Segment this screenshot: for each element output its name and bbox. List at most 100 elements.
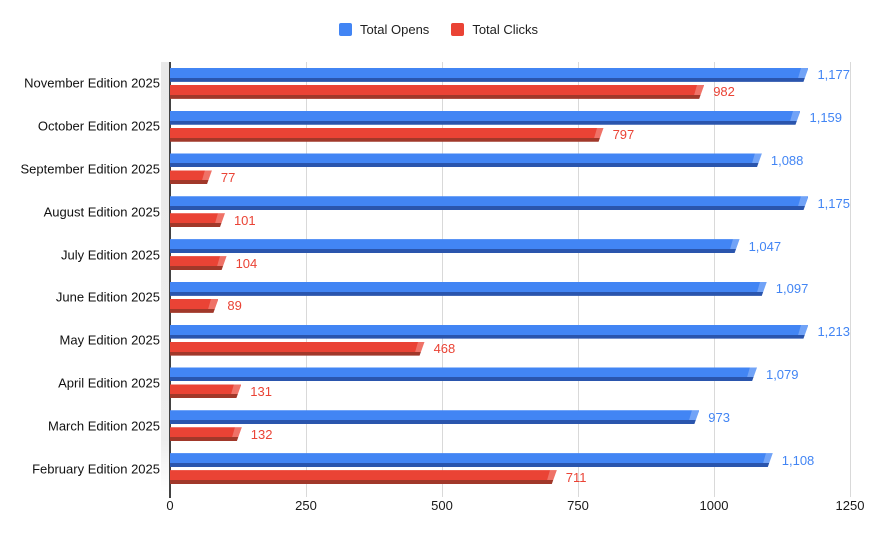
plot-area: November Edition 2025 1,177 982 October Edi… bbox=[21, 62, 851, 498]
category-label: September Edition 2025 bbox=[20, 161, 160, 177]
category-label: July Edition 2025 bbox=[60, 247, 160, 263]
chart-row: May Edition 2025 1,213 468 bbox=[60, 319, 850, 362]
gridline bbox=[850, 62, 851, 497]
bar-track-total-clicks: 131 bbox=[170, 383, 850, 399]
category-label: November Edition 2025 bbox=[24, 75, 160, 91]
category-label: April Edition 2025 bbox=[58, 375, 160, 391]
bar-total-opens bbox=[170, 282, 767, 296]
value-label-total-clicks: 468 bbox=[433, 341, 456, 357]
x-tick-label: 500 bbox=[431, 498, 453, 513]
category-label: October Edition 2025 bbox=[37, 118, 160, 134]
bar-group: 1,108 711 bbox=[170, 447, 850, 490]
value-label-total-opens: 1,213 bbox=[817, 324, 850, 340]
x-tick-label: 1250 bbox=[835, 498, 865, 513]
bar-track-total-opens: 1,177 bbox=[170, 67, 850, 82]
legend-label-total-opens: Total Opens bbox=[359, 22, 430, 37]
x-tick-label: 1000 bbox=[699, 498, 729, 513]
bar-track-total-opens: 1,088 bbox=[170, 152, 850, 168]
bar-total-clicks bbox=[170, 470, 557, 484]
bar-track-total-opens: 1,097 bbox=[170, 281, 850, 297]
value-label-total-opens: 1,097 bbox=[775, 281, 809, 297]
bar-total-clicks bbox=[170, 384, 241, 398]
bar-total-clicks bbox=[170, 342, 425, 356]
bar-group: 1,047 104 bbox=[170, 233, 850, 276]
x-tick-label: 0 bbox=[166, 498, 174, 513]
bar-total-opens bbox=[170, 453, 773, 467]
bar-track-total-opens: 1,079 bbox=[170, 367, 850, 382]
category-label: May Edition 2025 bbox=[59, 332, 160, 348]
legend-item-total-clicks: Total Clicks bbox=[451, 22, 538, 37]
bar-total-clicks bbox=[170, 128, 604, 142]
legend-swatch-total-opens-icon bbox=[338, 23, 352, 36]
y-axis-baseline bbox=[169, 62, 171, 498]
bar-total-opens bbox=[170, 410, 699, 424]
value-label-total-clicks: 101 bbox=[233, 212, 256, 228]
x-tick-label: 250 bbox=[295, 498, 317, 513]
x-tick-label: 750 bbox=[567, 498, 589, 513]
chart-row: June Edition 2025 1,097 89 bbox=[56, 276, 850, 319]
legend-label-total-clicks: Total Clicks bbox=[472, 22, 539, 37]
bar-total-clicks bbox=[170, 170, 212, 184]
bar-group: 1,088 77 bbox=[170, 148, 850, 191]
chart-row: March Edition 2025 973 132 bbox=[48, 404, 850, 447]
value-label-total-clicks: 104 bbox=[235, 255, 258, 271]
value-label-total-opens: 1,175 bbox=[817, 195, 850, 211]
bar-track-total-opens: 1,108 bbox=[170, 452, 850, 468]
chart-row: July Edition 2025 1,047 104 bbox=[61, 233, 850, 276]
category-label: February Edition 2025 bbox=[32, 461, 160, 477]
bar-total-opens bbox=[170, 153, 762, 167]
bar-track-total-clicks: 711 bbox=[170, 469, 850, 485]
bar-track-total-clicks: 89 bbox=[170, 298, 850, 314]
bar-group: 1,175 101 bbox=[170, 190, 850, 233]
bar-total-clicks bbox=[170, 299, 218, 313]
bar-group: 973 132 bbox=[170, 404, 850, 447]
bar-group: 1,159 797 bbox=[170, 105, 850, 148]
value-label-total-clicks: 797 bbox=[612, 127, 635, 143]
bar-group: 1,079 131 bbox=[170, 362, 850, 405]
bar-group: 1,177 982 bbox=[170, 62, 850, 105]
legend-item-total-opens: Total Opens bbox=[338, 22, 430, 37]
value-label-total-clicks: 132 bbox=[250, 426, 273, 442]
bar-track-total-clicks: 982 bbox=[170, 84, 850, 100]
bar-track-total-opens: 1,047 bbox=[170, 238, 850, 254]
chart-row: August Edition 2025 1,175 101 bbox=[44, 190, 850, 233]
gridline bbox=[442, 62, 443, 497]
value-label-total-opens: 1,159 bbox=[809, 110, 843, 126]
value-label-total-clicks: 89 bbox=[227, 298, 242, 314]
bar-total-clicks bbox=[170, 427, 242, 441]
value-label-total-clicks: 77 bbox=[220, 169, 236, 185]
x-axis: 0 250 500 750 1000 1250 bbox=[166, 498, 864, 516]
bar-track-total-clicks: 468 bbox=[170, 341, 850, 357]
category-label: June Edition 2025 bbox=[55, 289, 160, 305]
bar-track-total-clicks: 132 bbox=[170, 426, 850, 442]
chart-row: April Edition 2025 1,079 131 bbox=[58, 362, 850, 405]
axis-wall-shadow bbox=[161, 62, 170, 492]
gridline bbox=[578, 62, 579, 497]
chart-row: October Edition 2025 1,159 797 bbox=[38, 105, 850, 148]
bar-total-opens bbox=[170, 111, 800, 125]
bar-total-opens bbox=[170, 325, 808, 339]
bar-total-clicks bbox=[170, 213, 225, 227]
chart-row: November Edition 2025 1,177 982 bbox=[24, 62, 850, 105]
value-label-total-clicks: 131 bbox=[250, 383, 272, 399]
bar-total-clicks bbox=[170, 85, 704, 99]
bar-total-opens bbox=[170, 367, 757, 381]
bar-track-total-clicks: 797 bbox=[170, 127, 850, 143]
bar-total-opens bbox=[170, 239, 740, 253]
bar-total-clicks bbox=[170, 256, 227, 270]
bar-track-total-opens: 973 bbox=[170, 410, 850, 425]
bar-track-total-clicks: 104 bbox=[170, 255, 850, 271]
bar-track-total-clicks: 101 bbox=[170, 212, 850, 228]
bar-track-total-opens: 1,159 bbox=[170, 110, 850, 126]
bar-track-total-opens: 1,213 bbox=[170, 324, 850, 340]
value-label-total-opens: 1,088 bbox=[770, 152, 804, 168]
bar-track-total-clicks: 77 bbox=[170, 169, 850, 185]
category-label: March Edition 2025 bbox=[47, 418, 160, 434]
bar-group: 1,097 89 bbox=[170, 276, 850, 319]
value-label-total-clicks: 711 bbox=[565, 469, 587, 485]
value-label-total-opens: 1,108 bbox=[781, 452, 815, 468]
value-label-total-opens: 1,047 bbox=[748, 238, 782, 254]
value-label-total-clicks: 982 bbox=[713, 84, 735, 100]
bar-total-opens bbox=[170, 68, 808, 82]
